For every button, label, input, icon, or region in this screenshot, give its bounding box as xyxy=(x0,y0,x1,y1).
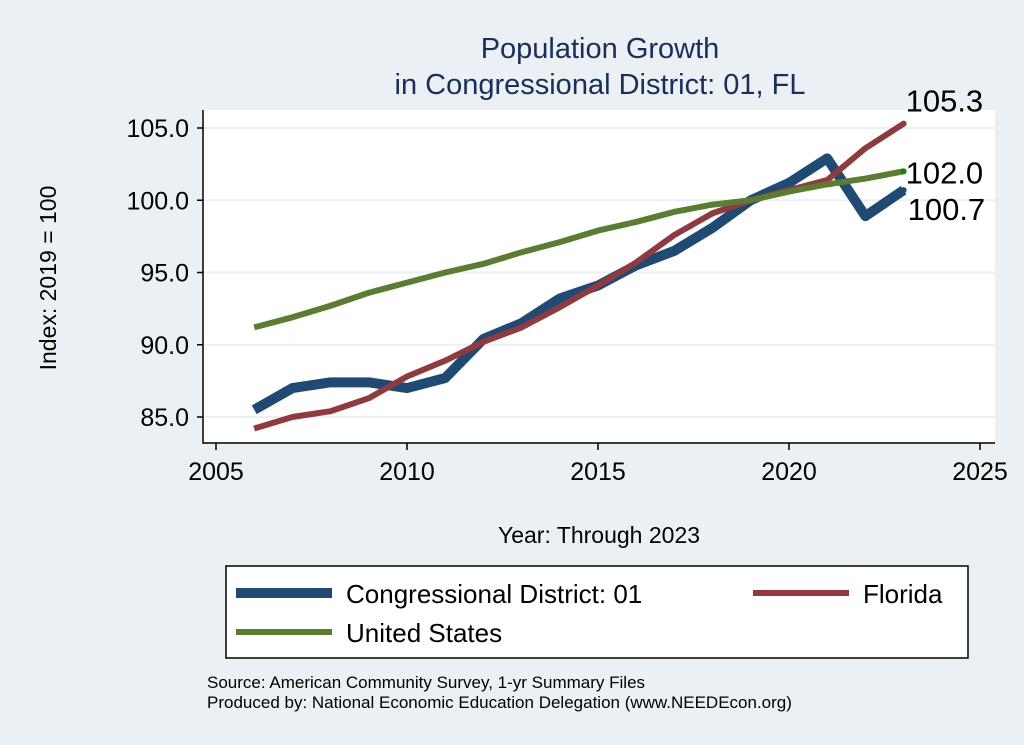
end-marker-1 xyxy=(900,120,907,127)
x-tick-label: 2005 xyxy=(188,458,244,486)
y-axis-label: Index: 2019 = 100 xyxy=(35,186,61,371)
producer-note: Produced by: National Economic Education… xyxy=(207,693,792,712)
y-tick-label: 85.0 xyxy=(140,404,189,432)
x-tick-label: 2025 xyxy=(952,458,1008,486)
series-line-2 xyxy=(253,168,905,331)
y-tick-label: 100.0 xyxy=(126,187,189,215)
x-tick-label: 2020 xyxy=(761,458,817,486)
end-label-1: 105.3 xyxy=(906,84,984,119)
plot-area xyxy=(203,110,995,443)
legend-label-district: Congressional District: 01 xyxy=(346,579,642,609)
x-tick-label: 2010 xyxy=(379,458,435,486)
source-note: Source: American Community Survey, 1-yr … xyxy=(207,673,645,692)
x-tick-label: 2015 xyxy=(570,458,626,486)
legend xyxy=(225,565,969,659)
chart-subtitle: in Congressional District: 01, FL xyxy=(395,69,806,101)
y-tick-label: 105.0 xyxy=(126,115,189,143)
end-label-0: 100.7 xyxy=(908,192,986,227)
legend-label-florida: Florida xyxy=(863,579,943,609)
end-marker-2 xyxy=(900,168,907,175)
end-marker-0 xyxy=(900,187,907,194)
chart-title: Population Growth xyxy=(481,33,720,65)
x-axis-label: Year: Through 2023 xyxy=(498,522,700,548)
axis-lines xyxy=(202,110,995,444)
y-tick-label: 90.0 xyxy=(140,332,189,360)
legend-label-us: United States xyxy=(346,618,502,648)
y-tick-label: 95.0 xyxy=(140,260,189,288)
end-label-2: 102.0 xyxy=(906,155,984,190)
series-line-0 xyxy=(251,153,907,415)
